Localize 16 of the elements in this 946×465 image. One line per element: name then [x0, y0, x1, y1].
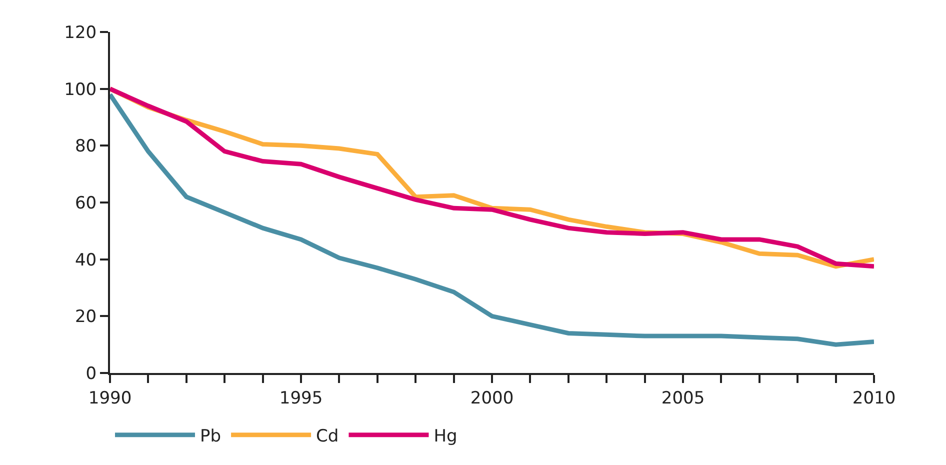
legend-label: Hg [434, 426, 458, 447]
x-tick-label: 1995 [279, 388, 323, 408]
legend-label: Cd [316, 426, 339, 447]
y-tick-label: 60 [74, 193, 97, 214]
line-series [110, 92, 874, 347]
y-tick-label: 120 [64, 22, 97, 43]
legend-label: Pb [200, 426, 222, 447]
x-tick-label: 2010 [852, 388, 896, 408]
x-tick-label: 1990 [88, 388, 132, 408]
y-tick-label: 0 [86, 364, 97, 384]
x-tick-label: 2000 [470, 388, 514, 408]
y-tick-label: 80 [74, 136, 97, 157]
y-tick-label: 20 [74, 307, 97, 328]
x-tick-label: 2005 [661, 388, 705, 408]
y-tick-label: 40 [74, 250, 97, 270]
y-tick-label: 100 [64, 80, 97, 100]
